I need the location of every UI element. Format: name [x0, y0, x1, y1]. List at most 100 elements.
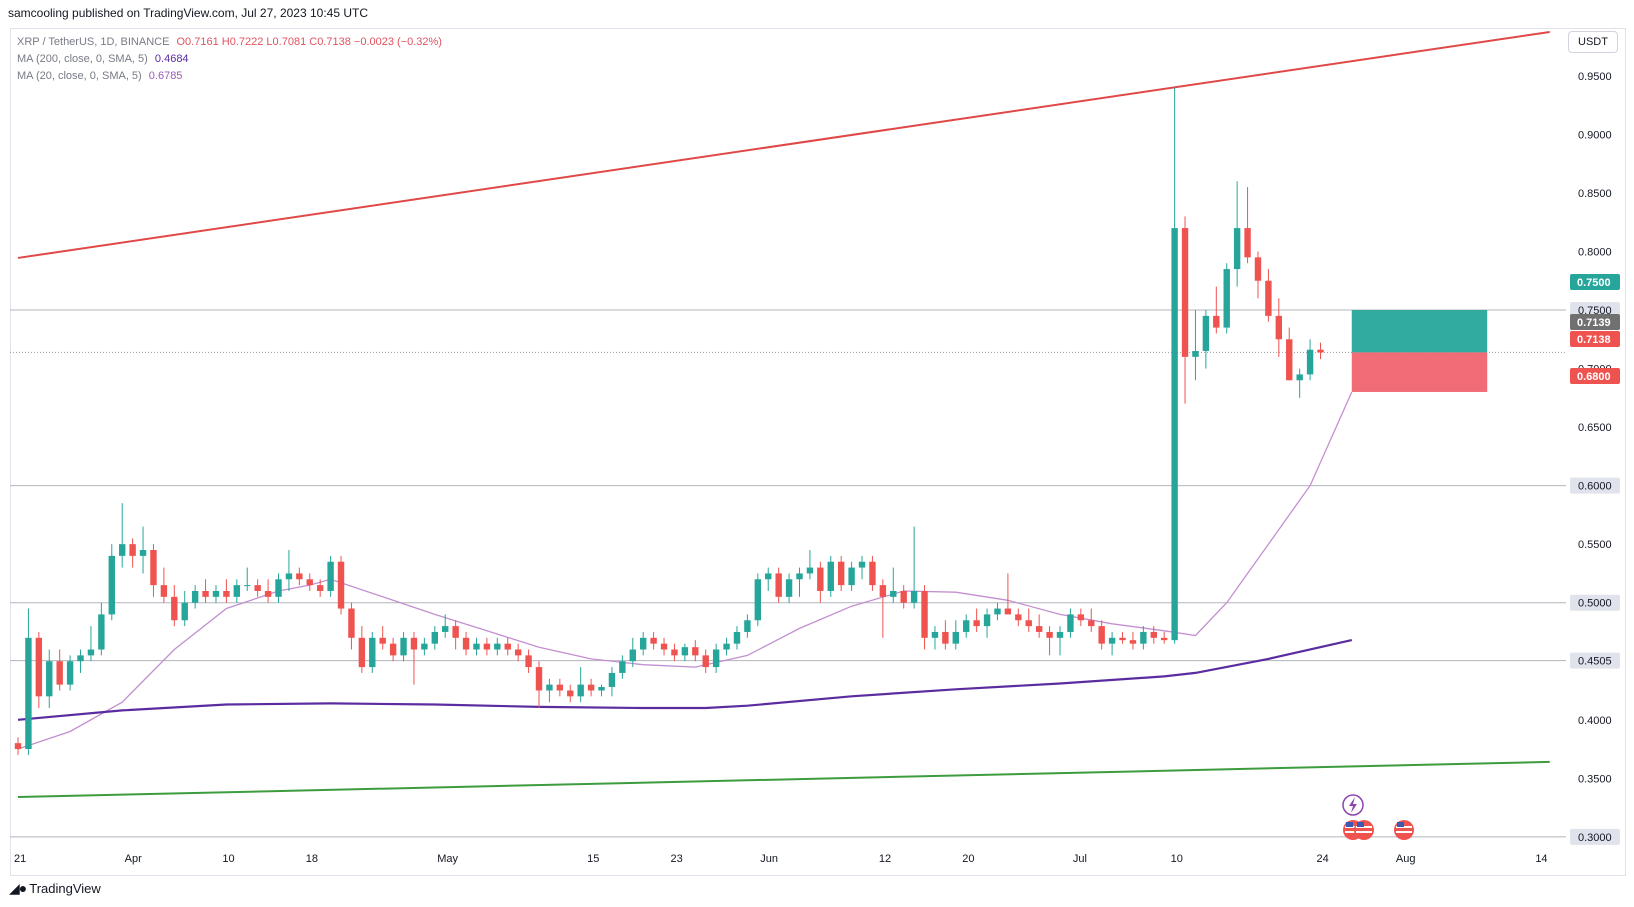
candle: [369, 631, 376, 673]
lightning-icon[interactable]: [1342, 794, 1364, 816]
x-tick-label: 18: [306, 853, 318, 865]
candle: [827, 555, 834, 597]
candles-layer: [14, 87, 1324, 755]
candle: [963, 614, 970, 638]
candle: [1004, 573, 1012, 615]
candle: [212, 585, 220, 603]
candle-body: [765, 573, 772, 580]
candle: [35, 631, 43, 709]
candle: [1306, 339, 1314, 381]
candle-body: [1015, 614, 1022, 621]
candle-body: [1286, 339, 1293, 381]
ma20-row[interactable]: MA (20, close, 0, SMA, 5) 0.6785: [17, 68, 442, 85]
candle: [796, 567, 803, 597]
level-price-label-text: 0.5000: [1578, 598, 1612, 610]
candle-body: [306, 579, 313, 586]
candle: [660, 637, 668, 656]
y-tick-label: 0.4000: [1578, 715, 1612, 727]
price-label: 0.7139: [1570, 314, 1620, 330]
ma20-line: [17, 391, 1353, 750]
candle: [202, 579, 209, 603]
candle-body: [296, 573, 303, 580]
candle-body: [1161, 637, 1168, 641]
candle-body: [963, 620, 970, 632]
candle-body: [400, 637, 407, 656]
candle-body: [796, 573, 803, 580]
symbol-label[interactable]: XRP / TetherUS, 1D, BINANCE: [17, 36, 170, 48]
candle-body: [348, 608, 355, 638]
candle-body: [379, 637, 386, 644]
candle: [733, 626, 741, 650]
x-tick-label: 20: [962, 853, 974, 865]
candle: [577, 667, 584, 703]
price-label-bg: [1570, 368, 1620, 384]
x-tick-label: May: [437, 853, 458, 865]
candle: [514, 643, 522, 662]
candle-body: [369, 637, 376, 668]
candle-body: [744, 620, 751, 632]
candle: [1056, 626, 1064, 656]
candle-body: [837, 561, 845, 586]
candle-body: [890, 590, 897, 597]
candle-body: [681, 647, 689, 656]
candle: [994, 602, 1001, 621]
candle: [442, 614, 449, 638]
y-tick-label: 0.8500: [1578, 188, 1612, 200]
price-label-text: 0.6800: [1577, 371, 1611, 383]
level-price-label-bg: [1570, 477, 1620, 494]
candle: [775, 567, 782, 603]
candle: [931, 626, 939, 650]
level-price-label-text: 0.6000: [1578, 481, 1612, 493]
footer-brand[interactable]: ◢● TradingView: [9, 880, 101, 897]
level-price-label-bg: [1570, 828, 1620, 845]
candle-body: [1077, 614, 1085, 621]
candle-body: [567, 690, 574, 697]
candle-body: [952, 631, 959, 644]
chart-frame: [10, 28, 1626, 876]
chart-legend: XRP / TetherUS, 1D, BINANCE O0.7161 H0.7…: [17, 34, 442, 85]
candle: [1140, 626, 1147, 650]
candle-body: [546, 684, 553, 691]
candle: [1161, 631, 1168, 644]
candle-body: [1150, 631, 1157, 638]
candle-body: [723, 643, 730, 650]
candle: [129, 538, 136, 568]
event-markers: [1342, 794, 1414, 840]
candle: [1046, 626, 1053, 656]
candle-body: [1223, 269, 1230, 328]
candle-body: [910, 590, 918, 603]
us-flag-icon[interactable]: [1354, 820, 1374, 840]
candle: [1223, 263, 1230, 334]
candle-body: [1088, 620, 1095, 627]
y-tick-label: 0.9000: [1578, 129, 1612, 141]
candle-body: [1296, 374, 1303, 381]
y-tick-label: 0.5500: [1578, 539, 1612, 551]
candle: [587, 678, 595, 697]
x-tick-label: 23: [670, 853, 682, 865]
candle-body: [244, 585, 251, 587]
resistance-trendline: [17, 31, 1550, 259]
candle: [848, 561, 855, 591]
y-tick-label: 0.8000: [1578, 246, 1612, 258]
currency-unit-button[interactable]: USDT: [1568, 31, 1618, 53]
x-tick-label: 14: [1535, 853, 1547, 865]
candle-body: [629, 649, 636, 662]
candle: [900, 585, 907, 609]
candle: [608, 667, 616, 697]
candle-body: [1171, 228, 1178, 641]
ma200-row[interactable]: MA (200, close, 0, SMA, 5) 0.4684: [17, 51, 442, 68]
candle: [1254, 251, 1262, 299]
candle-body: [733, 631, 741, 644]
candle-body: [285, 573, 293, 580]
candle: [1171, 87, 1178, 644]
close-value: C0.7138: [309, 36, 351, 48]
candle-body: [139, 550, 147, 556]
candle-body: [25, 637, 32, 750]
ma200-label: MA (200, close, 0, SMA, 5): [17, 53, 148, 65]
us-flag-icon[interactable]: [1394, 820, 1414, 840]
candle: [1213, 286, 1220, 334]
candle: [671, 643, 678, 662]
candle: [348, 602, 355, 650]
candle: [296, 567, 303, 586]
